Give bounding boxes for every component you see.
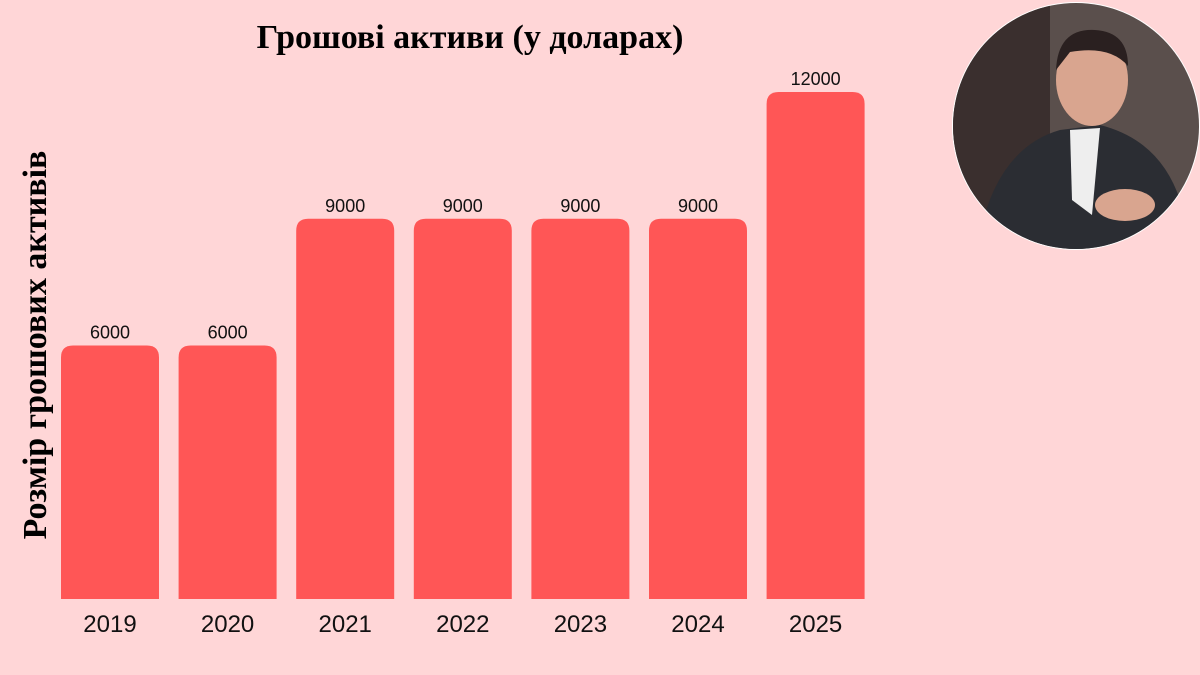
x-tick-label: 2024 [671,611,724,638]
value-label: 9000 [678,196,718,216]
chart-title: Грошові активи (у доларах) [257,19,684,56]
value-label: 12000 [791,69,841,89]
x-tick-label: 2019 [83,611,136,638]
value-label: 9000 [443,196,483,216]
value-label: 9000 [325,196,365,216]
x-tick-label: 2020 [201,611,254,638]
bar [649,218,747,599]
hair [1056,29,1128,70]
bar [178,345,277,599]
x-tick-label: 2025 [789,611,842,638]
x-tick-label: 2023 [554,611,607,638]
bar [296,218,395,599]
value-label: 6000 [208,323,248,343]
y-axis-label: Розмір грошових активів [17,151,54,540]
value-label: 9000 [560,196,600,216]
x-tick-label: 2022 [436,611,489,638]
bar [531,218,630,599]
portrait [952,2,1200,250]
bar [413,218,512,599]
bar [61,345,159,599]
shirt [1070,128,1100,215]
face [1056,34,1128,126]
bar [766,92,865,599]
value-label: 6000 [90,323,130,343]
hand [1095,189,1155,221]
x-tick-label: 2021 [319,611,372,638]
